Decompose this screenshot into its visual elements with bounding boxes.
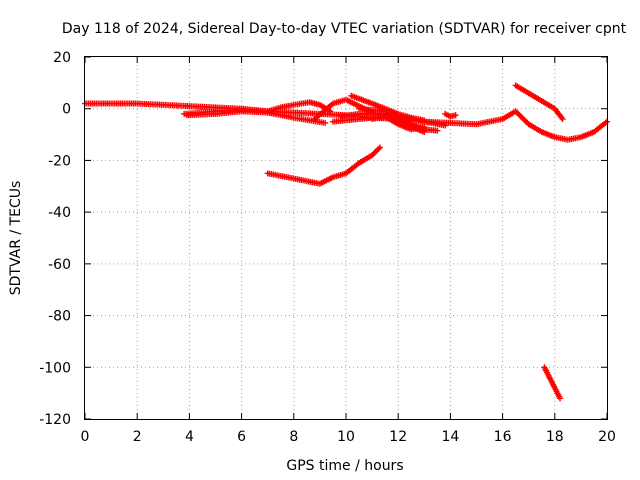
chart-title: Day 118 of 2024, Sidereal Day-to-day VTE… (62, 21, 627, 37)
x-tick-label: 0 (81, 429, 90, 445)
gridlines (85, 57, 607, 419)
data-point (434, 127, 441, 134)
y-axis-label: SDTVAR / TECUs (8, 181, 24, 296)
data-point (559, 116, 566, 123)
data-point (327, 108, 334, 115)
axis-ticks (84, 56, 608, 420)
y-tick-label: -40 (48, 205, 71, 221)
x-tick-labels: 0 2 4 6 8 10 12 14 16 18 20 (81, 429, 616, 445)
data-point (322, 119, 329, 126)
data-point (442, 122, 449, 129)
data-point (557, 395, 564, 402)
y-tick-label: 0 (62, 102, 71, 118)
x-tick-label: 14 (441, 429, 459, 445)
x-tick-label: 4 (185, 429, 194, 445)
x-tick-label: 10 (337, 429, 355, 445)
y-tick-label: -100 (39, 360, 71, 376)
data-point (421, 123, 428, 130)
x-tick-label: 12 (389, 429, 407, 445)
data-point (376, 144, 383, 151)
x-tick-label: 20 (598, 429, 616, 445)
y-tick-label: -120 (39, 412, 71, 428)
y-tick-label: -80 (48, 309, 71, 325)
x-tick-label: 6 (237, 429, 246, 445)
y-tick-labels: 20 0 -20 -40 -60 -80 -100 -120 (39, 50, 71, 428)
y-tick-label: -20 (48, 153, 71, 169)
x-tick-label: 2 (133, 429, 142, 445)
x-axis-label: GPS time / hours (286, 458, 403, 474)
data-point (452, 112, 459, 119)
data-points (82, 82, 610, 402)
x-tick-label: 8 (289, 429, 298, 445)
x-tick-label: 16 (494, 429, 512, 445)
y-tick-label: -60 (48, 257, 71, 273)
plot-frame (84, 56, 608, 420)
y-tick-label: 20 (53, 50, 71, 66)
x-tick-label: 18 (546, 429, 564, 445)
